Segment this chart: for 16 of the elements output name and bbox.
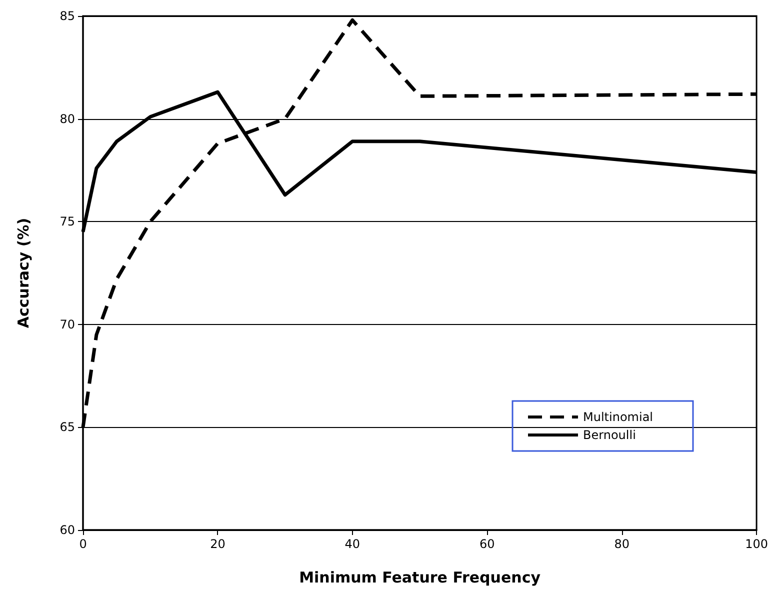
y-tick-label: 70 <box>60 317 75 332</box>
legend-label: Bernoulli <box>583 428 636 442</box>
legend-label: Multinomial <box>583 410 654 424</box>
x-tick-label: 20 <box>210 537 226 551</box>
y-tick-label: 60 <box>60 523 75 537</box>
y-axis-title: Accuracy (%) <box>14 218 32 328</box>
x-axis-title: Minimum Feature Frequency <box>299 568 541 586</box>
x-tick-label: 40 <box>344 537 360 551</box>
x-tick-label: 0 <box>79 537 87 551</box>
y-tick-label: 80 <box>60 112 75 126</box>
y-tick-label: 65 <box>60 420 75 434</box>
x-tick-label: 60 <box>479 537 495 551</box>
x-tick-label: 100 <box>745 537 768 551</box>
y-tick-label: 75 <box>60 214 75 229</box>
x-tick-label: 80 <box>614 537 630 551</box>
y-tick-label: 85 <box>60 9 75 23</box>
